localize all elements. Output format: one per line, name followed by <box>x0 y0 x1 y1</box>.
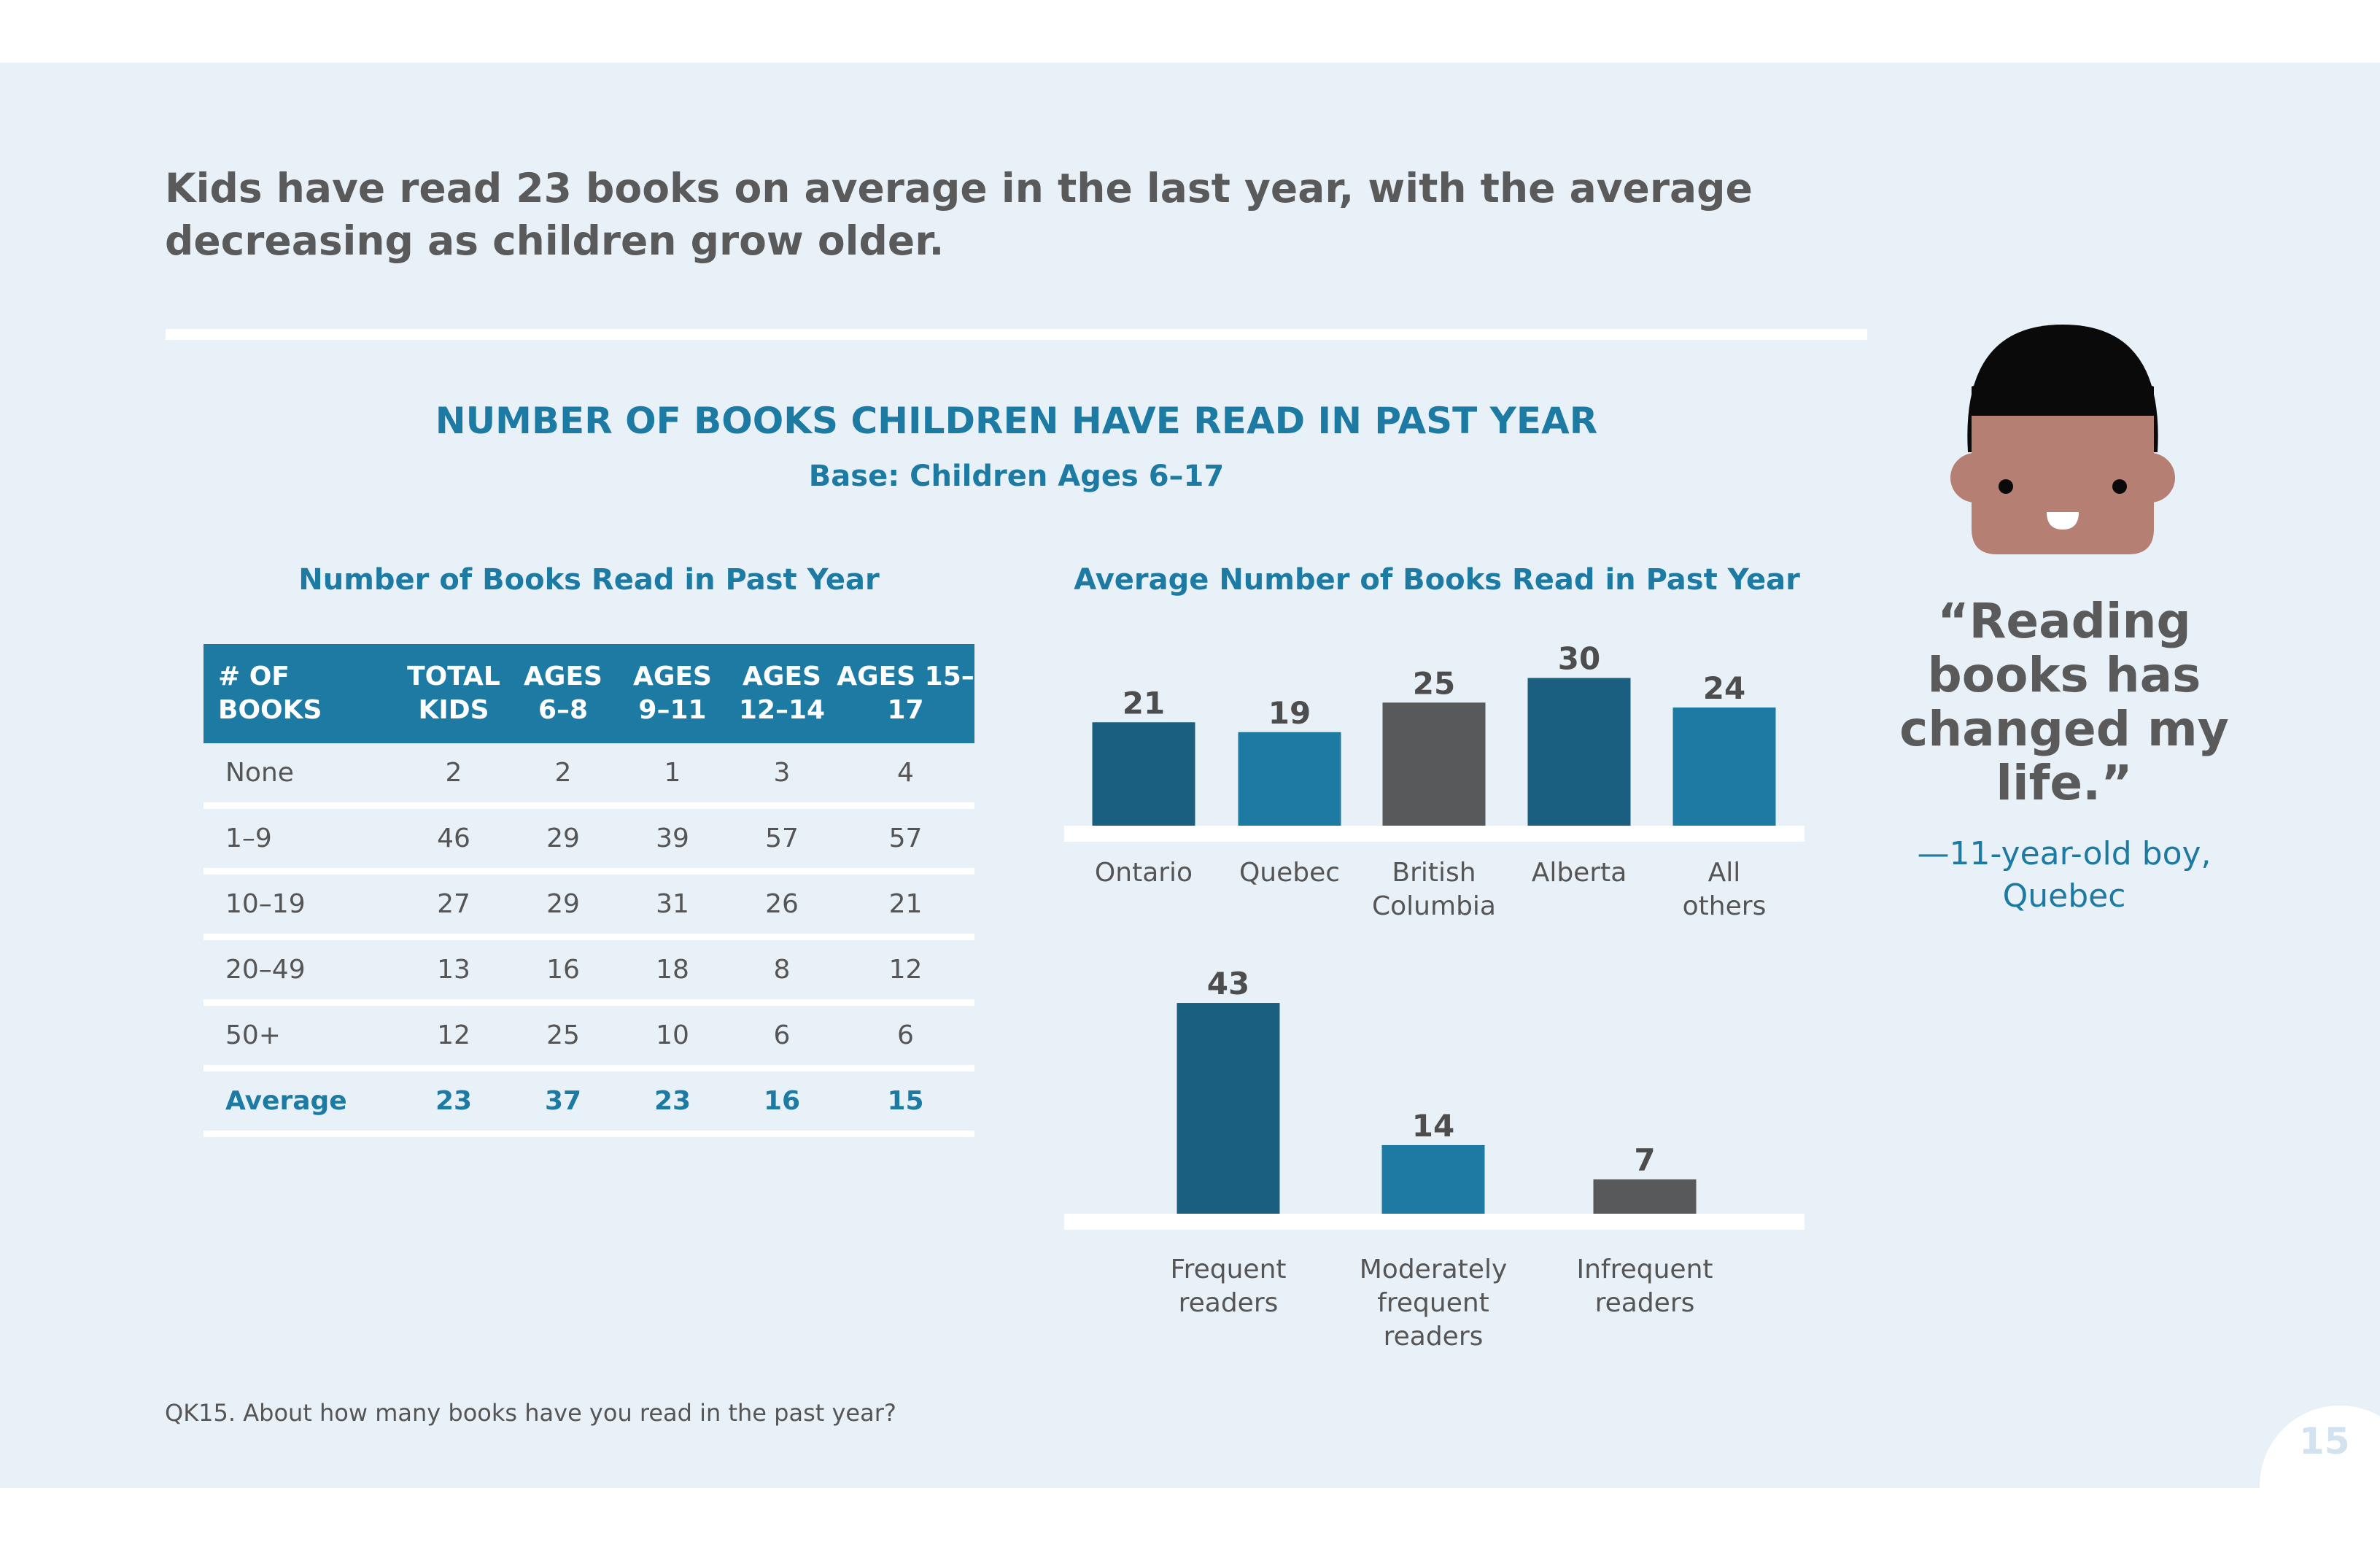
table-cell: 13 <box>399 937 508 1006</box>
table-cell: 18 <box>618 937 727 1006</box>
data-label: 19 <box>1268 695 1311 731</box>
category-label: Infrequent readers <box>1576 1255 1713 1318</box>
bar <box>1092 722 1195 826</box>
table-cell: 8 <box>727 937 837 1006</box>
chart-baseline <box>1064 1214 1805 1230</box>
table-cell: 46 <box>399 805 508 875</box>
row-label: 50+ <box>203 1002 399 1071</box>
row-label: 10–19 <box>203 871 399 940</box>
category-label: Frequent readers <box>1171 1255 1287 1318</box>
hair-fringe <box>1972 368 2154 416</box>
headline: Kids have read 23 books on average in th… <box>165 165 1753 264</box>
table-cell: 57 <box>727 805 837 875</box>
category-label: Alberta <box>1532 858 1627 888</box>
bar <box>1527 678 1631 826</box>
category-label: Ontario <box>1095 858 1193 888</box>
table-cell: 23 <box>618 1068 727 1137</box>
table-cell: 10 <box>618 1002 727 1071</box>
footnote: QK15. About how many books have you read… <box>165 1399 896 1427</box>
region-bar-chart: 21 Ontario 19 Quebec 25 British Columbia 30 Albe… <box>1064 641 1805 921</box>
table-cell: 26 <box>727 871 837 940</box>
table-cell: 6 <box>727 1002 837 1071</box>
table-cell: 25 <box>508 1002 618 1071</box>
table-cell: 16 <box>727 1068 837 1137</box>
table-cell: 15 <box>837 1068 974 1137</box>
table-cell: 31 <box>618 871 727 940</box>
main-subtitle: Base: Children Ages 6–17 <box>808 460 1225 493</box>
bar <box>1381 1144 1485 1214</box>
quote-attribution: —11-year-old boy, Quebec <box>1917 835 2212 915</box>
left-eye <box>1999 479 2013 494</box>
chart-baseline <box>1064 826 1805 842</box>
table-cell: 29 <box>508 871 618 940</box>
page-number: 15 <box>2299 1420 2350 1462</box>
table-row: None 2 2 1 3 4 <box>203 743 974 809</box>
table-cell: 12 <box>399 1002 508 1071</box>
boy-illustration <box>1950 325 2175 554</box>
column-header: AGES 9–11 <box>618 644 727 743</box>
table-row: 10–19 27 29 31 26 21 <box>203 871 974 940</box>
data-label: 30 <box>1558 641 1600 677</box>
row-label: None <box>203 743 399 809</box>
category-label: British Columbia <box>1372 858 1496 921</box>
bar <box>1382 702 1486 826</box>
column-header: AGES 15–17 <box>837 644 974 743</box>
table-cell: 3 <box>727 743 837 809</box>
smile <box>2047 512 2079 530</box>
region-chart-title: Average Number of Books Read in Past Yea… <box>1074 563 1800 597</box>
data-label: 24 <box>1703 670 1745 706</box>
table-header-row: # OF BOOKS TOTAL KIDS AGES 6–8 AGES 9–11… <box>203 644 974 743</box>
table-cell: 23 <box>399 1068 508 1137</box>
right-eye <box>2112 479 2127 494</box>
data-label: 43 <box>1207 966 1249 1001</box>
column-header: TOTAL KIDS <box>399 644 508 743</box>
column-header: # OF BOOKS <box>203 644 399 743</box>
table-cell: 1 <box>618 743 727 809</box>
divider <box>166 329 1867 340</box>
table-cell: 2 <box>508 743 618 809</box>
main-title: NUMBER OF BOOKS CHILDREN HAVE READ IN PA… <box>435 400 1598 442</box>
books-table: # OF BOOKS TOTAL KIDS AGES 6–8 AGES 9–11… <box>203 644 974 1137</box>
table-cell: 2 <box>399 743 508 809</box>
table-title: Number of Books Read in Past Year <box>298 563 880 597</box>
table-row: 50+ 12 25 10 6 6 <box>203 1002 974 1071</box>
column-header: AGES 12–14 <box>727 644 837 743</box>
bar <box>1177 1003 1280 1214</box>
row-label: 20–49 <box>203 937 399 1006</box>
category-label: Moderately frequent readers <box>1360 1255 1508 1352</box>
row-label: 1–9 <box>203 805 399 875</box>
table-cell: 39 <box>618 805 727 875</box>
table-row: 1–9 46 29 39 57 57 <box>203 805 974 875</box>
category-label: All others <box>1683 858 1767 921</box>
table-cell: 57 <box>837 805 974 875</box>
table-cell: 12 <box>837 937 974 1006</box>
data-label: 25 <box>1413 665 1455 701</box>
reader-type-bar-chart: 43 Frequent readers 14 Moderately frequent rea… <box>1064 966 1805 1352</box>
data-label: 7 <box>1634 1142 1655 1178</box>
face-shape <box>1972 416 2154 554</box>
table-cell: 6 <box>837 1002 974 1071</box>
table-cell: 29 <box>508 805 618 875</box>
table-cell: 27 <box>399 871 508 940</box>
bar <box>1238 732 1341 826</box>
bar <box>1672 708 1776 826</box>
average-row: Average 23 37 23 16 15 <box>203 1068 974 1137</box>
data-label: 14 <box>1412 1108 1454 1144</box>
column-header: AGES 6–8 <box>508 644 618 743</box>
data-label: 21 <box>1123 685 1165 721</box>
quote-text: “Reading books has changed my life.” <box>1899 593 2229 811</box>
bar <box>1593 1179 1697 1214</box>
table-cell: 37 <box>508 1068 618 1137</box>
table-cell: 21 <box>837 871 974 940</box>
row-label: Average <box>203 1068 399 1137</box>
table-cell: 4 <box>837 743 974 809</box>
table-row: 20–49 13 16 18 8 12 <box>203 937 974 1006</box>
category-label: Quebec <box>1239 858 1340 888</box>
table-cell: 16 <box>508 937 618 1006</box>
